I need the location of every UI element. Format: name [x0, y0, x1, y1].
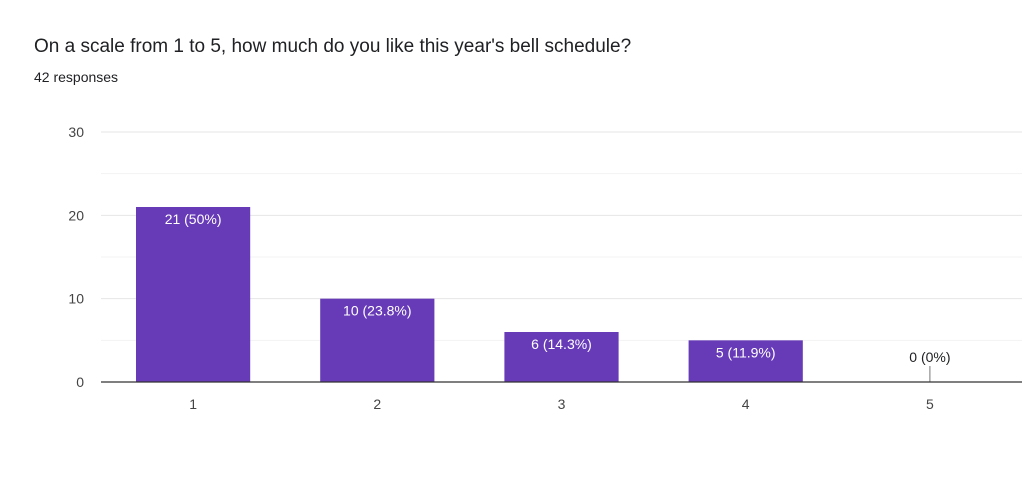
data-label: 21 (50%) — [165, 211, 222, 227]
x-tick-label: 5 — [926, 396, 934, 412]
bars — [135, 207, 931, 382]
y-tick-label: 30 — [68, 124, 84, 140]
x-tick-label: 4 — [742, 396, 750, 412]
y-tick-label: 0 — [76, 374, 84, 390]
x-tick-label: 3 — [558, 396, 566, 412]
data-labels: 21 (50%) 10 (23.8%) 6 (14.3%) 5 (11.9%) 0 (0… — [165, 211, 951, 365]
data-label: 5 (11.9%) — [716, 344, 776, 360]
bar — [504, 332, 619, 382]
x-tick-label: 1 — [189, 396, 197, 412]
data-label: 0 (0%) — [909, 349, 950, 365]
y-axis-ticks: 0 10 20 30 — [68, 124, 84, 390]
bar — [135, 207, 251, 382]
bar — [688, 340, 803, 382]
x-axis-ticks: 1 2 3 4 5 — [189, 396, 934, 412]
y-tick-label: 10 — [68, 291, 84, 307]
data-label: 10 (23.8%) — [343, 303, 411, 319]
data-label: 6 (14.3%) — [531, 336, 592, 352]
bar — [320, 298, 435, 382]
x-tick-label: 2 — [373, 396, 381, 412]
y-tick-label: 20 — [68, 207, 84, 223]
response-count: 42 responses — [34, 69, 119, 85]
chart-title: On a scale from 1 to 5, how much do you … — [34, 36, 632, 57]
